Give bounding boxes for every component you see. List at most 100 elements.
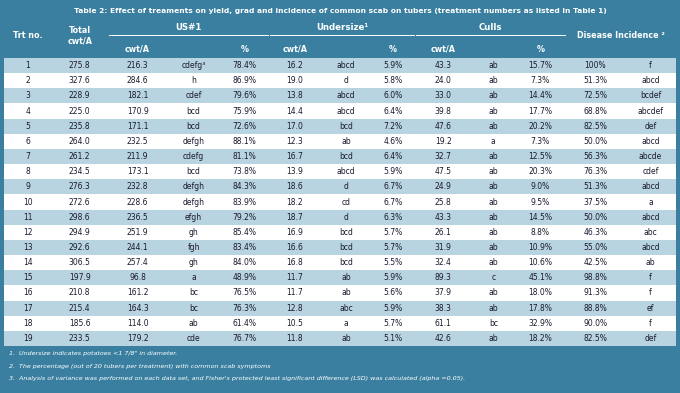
Text: bc: bc — [189, 288, 198, 298]
Text: bcd: bcd — [339, 152, 353, 161]
Text: ab: ab — [488, 122, 498, 131]
Bar — [4, 73, 676, 88]
Text: 261.2: 261.2 — [69, 152, 90, 161]
Bar — [4, 40, 676, 58]
Text: abcdef: abcdef — [637, 107, 664, 116]
Text: 18.2%: 18.2% — [528, 334, 552, 343]
Text: 56.3%: 56.3% — [583, 152, 607, 161]
Text: 89.3: 89.3 — [435, 273, 452, 282]
Text: %: % — [241, 44, 249, 53]
Text: cdefg: cdefg — [183, 152, 204, 161]
Text: ab: ab — [341, 137, 351, 146]
Text: defgh: defgh — [183, 137, 205, 146]
Text: efgh: efgh — [185, 213, 202, 222]
Text: 228.6: 228.6 — [127, 198, 148, 206]
Text: ab: ab — [341, 334, 351, 343]
Text: 7: 7 — [25, 152, 30, 161]
Text: 12.5%: 12.5% — [528, 152, 552, 161]
Text: 215.4: 215.4 — [69, 304, 90, 312]
Text: 298.6: 298.6 — [69, 213, 90, 222]
Text: 251.9: 251.9 — [126, 228, 148, 237]
Text: 9.0%: 9.0% — [531, 182, 550, 191]
Text: 16.2: 16.2 — [286, 61, 303, 70]
Text: 15.7%: 15.7% — [528, 61, 552, 70]
Text: ab: ab — [645, 258, 656, 267]
Text: 225.0: 225.0 — [69, 107, 90, 116]
Text: bcd: bcd — [339, 258, 353, 267]
Text: 83.9%: 83.9% — [233, 198, 257, 206]
Text: 294.9: 294.9 — [69, 228, 90, 237]
Text: 14: 14 — [22, 258, 33, 267]
Bar — [4, 88, 676, 103]
Text: bcd: bcd — [339, 243, 353, 252]
Text: 6.7%: 6.7% — [384, 198, 403, 206]
Text: 18.6: 18.6 — [286, 182, 303, 191]
Text: 18.7: 18.7 — [286, 213, 303, 222]
Text: a: a — [343, 319, 348, 328]
Text: 236.5: 236.5 — [126, 213, 148, 222]
Text: ab: ab — [488, 76, 498, 85]
Text: 6.3%: 6.3% — [384, 213, 403, 222]
Text: 19.2: 19.2 — [435, 137, 452, 146]
Text: 13: 13 — [22, 243, 33, 252]
Text: 31.9: 31.9 — [435, 243, 452, 252]
Text: 82.5%: 82.5% — [583, 334, 607, 343]
Text: 90.0%: 90.0% — [583, 319, 607, 328]
Text: 5.9%: 5.9% — [384, 61, 403, 70]
Bar — [4, 179, 676, 195]
Text: 161.2: 161.2 — [127, 288, 148, 298]
Bar — [4, 331, 676, 346]
Text: bc: bc — [489, 319, 498, 328]
Bar — [4, 134, 676, 149]
Text: ef: ef — [647, 304, 654, 312]
Text: 170.9: 170.9 — [126, 107, 148, 116]
Text: 6.4%: 6.4% — [384, 152, 403, 161]
Text: %: % — [389, 44, 397, 53]
Text: 5.5%: 5.5% — [384, 258, 403, 267]
Bar — [4, 346, 676, 393]
Text: ab: ab — [488, 152, 498, 161]
Text: 76.3%: 76.3% — [233, 304, 257, 312]
Text: 6.0%: 6.0% — [384, 92, 403, 100]
Text: 7.3%: 7.3% — [531, 137, 550, 146]
Text: 48.9%: 48.9% — [233, 273, 257, 282]
Text: 85.4%: 85.4% — [233, 228, 257, 237]
Bar — [4, 195, 676, 209]
Text: 5.6%: 5.6% — [384, 288, 403, 298]
Text: ab: ab — [488, 334, 498, 343]
Text: 81.1%: 81.1% — [233, 152, 256, 161]
Text: 232.8: 232.8 — [127, 182, 148, 191]
Text: 50.0%: 50.0% — [583, 213, 607, 222]
Text: 51.3%: 51.3% — [583, 182, 607, 191]
Text: Culls: Culls — [479, 23, 502, 32]
Text: abcd: abcd — [641, 137, 660, 146]
Bar — [4, 149, 676, 164]
Bar — [4, 240, 676, 255]
Text: 5.1%: 5.1% — [384, 334, 403, 343]
Text: Disease Incidence ²: Disease Incidence ² — [577, 31, 665, 40]
Text: ab: ab — [341, 273, 351, 282]
Text: cdef: cdef — [186, 92, 202, 100]
Text: 4.6%: 4.6% — [384, 137, 403, 146]
Text: 5.7%: 5.7% — [384, 243, 403, 252]
Text: 9: 9 — [25, 182, 30, 191]
Text: 216.3: 216.3 — [126, 61, 148, 70]
Text: 79.6%: 79.6% — [233, 92, 257, 100]
Text: c: c — [491, 273, 495, 282]
Text: 37.5%: 37.5% — [583, 198, 607, 206]
Text: def: def — [645, 334, 657, 343]
Text: 306.5: 306.5 — [69, 258, 90, 267]
Text: a: a — [491, 137, 496, 146]
Text: 82.5%: 82.5% — [583, 122, 607, 131]
Text: ab: ab — [488, 228, 498, 237]
Text: 18.0%: 18.0% — [528, 288, 552, 298]
Text: cwt/A: cwt/A — [430, 44, 456, 53]
Bar — [4, 255, 676, 270]
Text: 6: 6 — [25, 137, 30, 146]
Text: ab: ab — [488, 107, 498, 116]
Text: 68.8%: 68.8% — [583, 107, 607, 116]
Text: 84.3%: 84.3% — [233, 182, 257, 191]
Text: 19: 19 — [22, 334, 33, 343]
Text: defgh: defgh — [183, 198, 205, 206]
Text: 16: 16 — [22, 288, 33, 298]
